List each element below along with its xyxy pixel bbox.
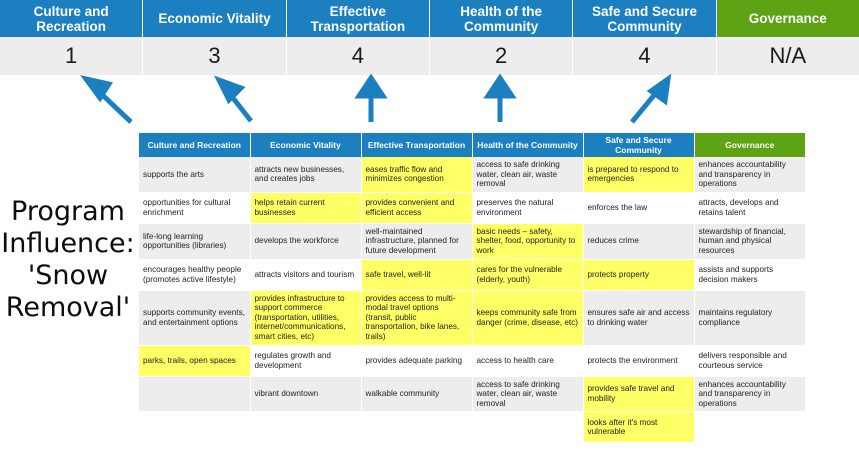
matrix-cell-r2-c1[interactable]: develops the workforce xyxy=(250,223,362,260)
scorecard-header-cell-2[interactable]: Effective Transportation xyxy=(286,0,430,37)
matrix-row: looks after it's most vulnerable xyxy=(139,411,805,444)
influence-matrix-table: Culture and Recreation Economic Vitality E… xyxy=(139,133,805,444)
matrix-cell-r6-c4[interactable]: provides safe travel and mobility xyxy=(583,376,695,413)
matrix-cell-r0-c1[interactable]: attracts new businesses, and creates job… xyxy=(250,157,362,193)
matrix-row: life-long learning opportunities (librar… xyxy=(139,223,805,260)
matrix-row: supports community events, and entertain… xyxy=(139,290,805,346)
arrows-svg xyxy=(80,74,672,124)
matrix-column-header-5[interactable]: Governance xyxy=(694,133,805,157)
scorecard-value-cell-5: N/A xyxy=(769,43,807,68)
scorecard-value-cell-2: 4 xyxy=(287,37,430,75)
scorecard-value-cell-0: 1 xyxy=(0,37,144,75)
scorecard-header-row: Culture and Recreation Economic Vitality E… xyxy=(0,0,859,37)
matrix-cell-r3-c2[interactable]: safe travel, well-lit xyxy=(361,259,473,291)
matrix-cell-r1-c2[interactable]: provides convenient and efficient access xyxy=(361,192,473,224)
caption-line-3: 'Snow xyxy=(27,260,109,291)
matrix-cell-r0-c0[interactable]: supports the arts xyxy=(139,157,251,193)
matrix-column-header-1[interactable]: Economic Vitality xyxy=(250,133,362,157)
matrix-cell-r7-c0[interactable] xyxy=(139,411,251,444)
matrix-cell-r2-c5[interactable]: stewardship of financial, human and phys… xyxy=(694,223,805,260)
matrix-cell-r0-c5[interactable]: enhances accountability and transparency… xyxy=(694,157,805,193)
scorecard-header-cell-3[interactable]: Health of the Community xyxy=(429,0,574,37)
scorecard-value-cell-1: 3 xyxy=(143,37,287,75)
matrix-cell-r7-c5[interactable] xyxy=(694,411,805,444)
matrix-cell-r4-c4[interactable]: ensures safe air and access to drinking … xyxy=(583,290,695,346)
matrix-cell-r1-c5[interactable]: attracts, develops and retains talent xyxy=(694,192,805,224)
scorecard-header-cell-4[interactable]: Safe and Secure Community xyxy=(573,0,717,37)
matrix-cell-r5-c0[interactable]: parks, trails, open spaces xyxy=(139,345,251,377)
caption-line-4: Removal' xyxy=(5,292,131,323)
matrix-cell-r6-c0[interactable] xyxy=(139,376,251,413)
scorecard-values-row: 1 3 4 2 4 N/A xyxy=(0,37,859,75)
matrix-cell-r4-c2[interactable]: provides access to multi-modal travel op… xyxy=(361,290,473,346)
matrix-cell-r0-c3[interactable]: access to safe drinking water, clean air… xyxy=(472,157,584,193)
matrix-column-header-3[interactable]: Health of the Community xyxy=(472,133,584,157)
scorecard-header-cell-0[interactable]: Culture and Recreation xyxy=(0,0,144,37)
matrix-cell-r7-c4[interactable]: looks after it's most vulnerable xyxy=(583,411,695,444)
matrix-cell-r5-c2[interactable]: provides adequate parking xyxy=(361,345,473,377)
arrow-up-4 xyxy=(483,74,517,122)
matrix-cell-r5-c4[interactable]: protects the environment xyxy=(583,345,695,377)
matrix-cell-r4-c1[interactable]: provides infrastructure to support comme… xyxy=(250,290,362,346)
matrix-row: opportunities for cultural enrichment hel… xyxy=(139,192,805,224)
matrix-cell-r6-c1[interactable]: vibrant downtown xyxy=(250,376,362,413)
scorecard-value-cell-4: 4 xyxy=(573,37,717,75)
caption-line-1: Program xyxy=(11,196,125,227)
matrix-row: encourages healthy people (promotes acti… xyxy=(139,259,805,291)
matrix-cell-r3-c4[interactable]: protects property xyxy=(583,259,695,291)
matrix-cell-r0-c4[interactable]: is prepared to respond to emergencies xyxy=(583,157,695,193)
matrix-cell-r5-c1[interactable]: regulates growth and development xyxy=(250,345,362,377)
matrix-column-header-0[interactable]: Culture and Recreation xyxy=(139,133,251,157)
matrix-cell-r6-c5[interactable]: enhances accountability and transparency… xyxy=(694,376,805,413)
matrix-cell-r2-c4[interactable]: reduces crime xyxy=(583,223,695,260)
arrow-group xyxy=(0,74,859,132)
matrix-row: supports the arts attracts new businesses… xyxy=(139,157,805,193)
scorecard-header-cell-5[interactable]: Governance xyxy=(716,0,859,37)
matrix-cell-r7-c2[interactable] xyxy=(361,411,473,444)
matrix-cell-r2-c2[interactable]: well-maintained infrastructure, planned … xyxy=(361,223,473,260)
matrix-cell-r5-c5[interactable]: delivers responsible and courteous servi… xyxy=(694,345,805,377)
matrix-cell-r4-c0[interactable]: supports community events, and entertain… xyxy=(139,290,251,346)
scorecard-bar: Culture and Recreation Economic Vitality E… xyxy=(0,0,859,75)
matrix-column-header-4[interactable]: Safe and Secure Community xyxy=(583,133,695,157)
matrix-body: supports the arts attracts new businesses… xyxy=(139,157,805,444)
matrix-cell-r4-c3[interactable]: keeps community safe from danger (crime,… xyxy=(472,290,584,346)
arrow-up-right-5 xyxy=(630,74,672,124)
scorecard-header-cell-1[interactable]: Economic Vitality xyxy=(143,0,287,37)
matrix-header-row: Culture and Recreation Economic Vitality E… xyxy=(139,133,805,157)
matrix-cell-r1-c1[interactable]: helps retain current businesses xyxy=(250,192,362,224)
matrix-cell-r3-c3[interactable]: cares for the vulnerable (elderly, youth… xyxy=(472,259,584,291)
scorecard-value-cell-3: 2 xyxy=(430,37,574,75)
matrix-cell-r4-c5[interactable]: maintains regulatory compliance xyxy=(694,290,805,346)
arrow-up-3 xyxy=(354,74,388,122)
matrix-cell-r7-c1[interactable] xyxy=(250,411,362,444)
caption-line-2: Influence: xyxy=(1,228,135,259)
program-influence-caption: Program Influence: 'Snow Removal' xyxy=(0,196,136,324)
matrix-row: parks, trails, open spaces regulates grow… xyxy=(139,345,805,377)
matrix-cell-r6-c2[interactable]: walkable community xyxy=(361,376,473,413)
matrix-cell-r3-c0[interactable]: encourages healthy people (promotes acti… xyxy=(139,259,251,291)
matrix-cell-r3-c1[interactable]: attracts visitors and tourism xyxy=(250,259,362,291)
arrow-up-left-1 xyxy=(80,75,133,124)
arrow-up-left-2 xyxy=(213,75,253,123)
matrix-cell-r0-c2[interactable]: eases traffic flow and minimizes congest… xyxy=(361,157,473,193)
matrix-cell-r1-c3[interactable]: preserves the natural environment xyxy=(472,192,584,224)
matrix-column-header-2[interactable]: Effective Transportation xyxy=(361,133,473,157)
matrix-cell-r7-c3[interactable] xyxy=(472,411,584,444)
matrix-cell-r1-c0[interactable]: opportunities for cultural enrichment xyxy=(139,192,251,224)
matrix-cell-r3-c5[interactable]: assists and supports decision makers xyxy=(694,259,805,291)
matrix-cell-r2-c3[interactable]: basic needs – safety, shelter, food, opp… xyxy=(472,223,584,260)
matrix-row: vibrant downtown walkable community access… xyxy=(139,376,805,413)
matrix-cell-r6-c3[interactable]: access to safe drinking water, clean air… xyxy=(472,376,584,413)
matrix-cell-r5-c3[interactable]: access to health care xyxy=(472,345,584,377)
matrix-cell-r1-c4[interactable]: enforces the law xyxy=(583,192,695,224)
matrix-cell-r2-c0[interactable]: life-long learning opportunities (librar… xyxy=(139,223,251,260)
